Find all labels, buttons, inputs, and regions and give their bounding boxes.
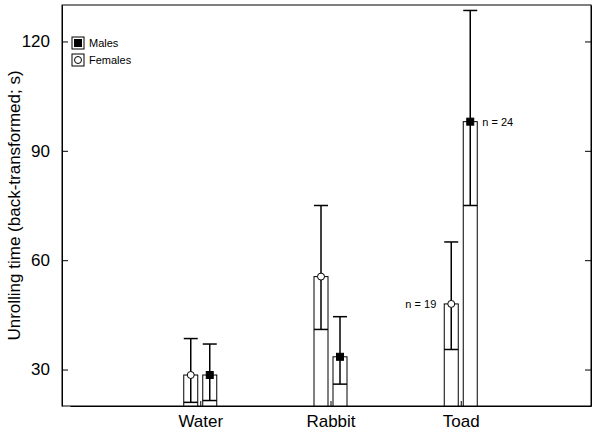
legend-item: Females	[72, 54, 132, 66]
marker	[467, 118, 474, 125]
error-bar	[314, 206, 328, 330]
error-bar-cap	[463, 205, 477, 207]
marker	[318, 273, 325, 280]
x-tick-label: Toad	[443, 412, 480, 431]
error-bar-cap	[333, 383, 347, 385]
annotation: n = 24	[482, 116, 513, 128]
error-bar-line	[320, 206, 322, 330]
y-tick-right	[585, 41, 591, 42]
series	[203, 10, 478, 406]
y-tick-mark-right	[585, 370, 591, 371]
y-tick: 90	[31, 142, 68, 161]
error-bar-cap	[203, 343, 217, 345]
legend-swatch	[72, 54, 84, 66]
y-tick-right	[585, 151, 591, 152]
y-tick: 120	[22, 32, 68, 51]
marker	[206, 372, 213, 379]
y-axis-right	[585, 6, 592, 407]
error-bar-cap	[333, 316, 347, 318]
error-bar	[463, 10, 477, 205]
y-tick-label: 120	[22, 32, 50, 51]
plot-frame	[62, 5, 591, 406]
error-bar-cap	[444, 241, 458, 243]
legend-label: Males	[89, 37, 119, 49]
x-tick-mark	[200, 401, 201, 406]
y-axis-right-line	[591, 6, 592, 407]
marks	[184, 10, 478, 406]
y-tick-mark-right	[585, 41, 591, 42]
y-tick-label: 30	[31, 360, 50, 379]
legend-swatch	[72, 37, 84, 49]
error-bar-cap	[444, 349, 458, 351]
error-bar	[184, 339, 198, 403]
error-bar-cap	[203, 400, 217, 402]
plot: 30 60 90 120 Water Rabbit Toad n = 19 n = 24 Male…	[22, 5, 592, 431]
error-bar-cap	[314, 205, 328, 207]
y-tick-mark-right	[585, 151, 591, 152]
error-bar-line	[190, 339, 192, 403]
marker	[448, 300, 455, 307]
legend: Males Females	[72, 37, 132, 66]
legend-marker	[75, 40, 82, 47]
y-axis: 30 60 90 120	[22, 6, 68, 407]
marker	[187, 372, 194, 379]
y-tick-mark	[62, 41, 68, 42]
y-axis-line	[62, 6, 63, 407]
x-tick-mark	[331, 401, 332, 406]
error-bar-cap	[184, 338, 198, 340]
x-tick-label: Water	[178, 412, 223, 431]
series	[184, 206, 459, 407]
y-tick-right	[585, 260, 591, 261]
y-tick-mark	[62, 151, 68, 152]
error-bar-line	[451, 242, 453, 350]
y-tick: 60	[31, 251, 68, 270]
x-axis: Water Rabbit Toad	[71, 401, 592, 431]
error-bar-line	[470, 10, 472, 205]
chart: 30 60 90 120 Water Rabbit Toad n = 19 n = 24 Male…	[0, 0, 600, 436]
y-tick-label: 60	[31, 251, 50, 270]
error-bar-cap	[184, 402, 198, 404]
legend-label: Females	[89, 54, 132, 66]
y-tick-label: 90	[31, 142, 50, 161]
annotation: n = 19	[405, 298, 436, 310]
y-tick-mark-right	[585, 260, 591, 261]
error-bar-cap	[314, 329, 328, 331]
x-axis-line	[71, 406, 592, 407]
error-bar	[444, 242, 458, 350]
error-bar	[333, 317, 347, 384]
y-tick: 30	[31, 360, 68, 379]
y-tick-right	[585, 370, 591, 371]
y-tick-mark	[62, 370, 68, 371]
marker	[337, 353, 344, 360]
x-tick-label: Rabbit	[306, 412, 355, 431]
error-bar	[203, 344, 217, 401]
legend-marker	[75, 57, 82, 64]
error-bar-line	[339, 317, 341, 384]
legend-item: Males	[72, 37, 119, 49]
y-axis-title: Unrolling time (back-transformed; s)	[5, 70, 24, 340]
y-tick-mark	[62, 260, 68, 261]
x-tick-mark	[461, 401, 462, 406]
error-bar-cap	[463, 10, 477, 12]
